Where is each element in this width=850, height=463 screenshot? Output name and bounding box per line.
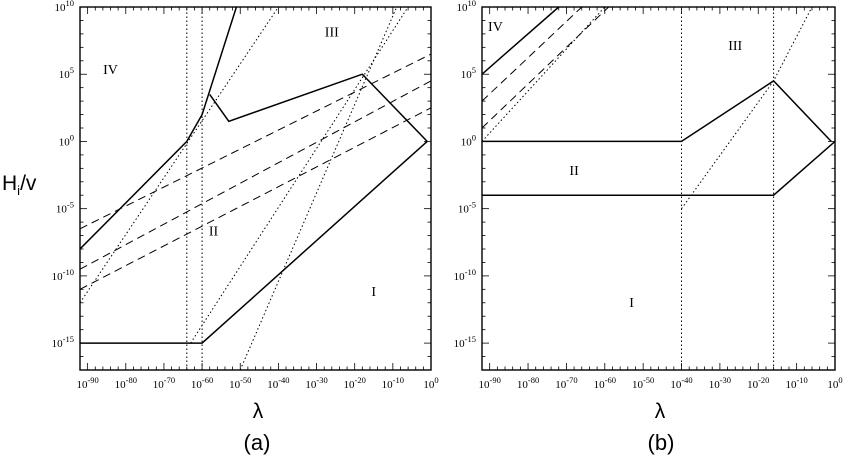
solid-curve	[209, 73, 428, 142]
x-axis-label: λ	[655, 400, 666, 423]
panel-a: 10-90 10-80 10-70 10-60 10-50 10-40 10-30 10-20…	[2, 0, 439, 455]
plot-frame	[79, 6, 432, 371]
x-tick-label: 10-30	[709, 375, 731, 391]
region-label: IV	[488, 20, 503, 35]
region-label: III	[728, 39, 742, 54]
x-tick-label: 10-90	[76, 375, 98, 391]
x-tick-label: 10-50	[229, 375, 251, 391]
panel-caption: (a)	[244, 430, 271, 455]
x-tick-label: 10-20	[344, 375, 366, 391]
x-tick-label: 10-60	[594, 375, 616, 391]
solid-curve	[482, 7, 560, 75]
solid-curve	[482, 79, 832, 143]
dotted-curve	[190, 7, 409, 344]
panel-b: 10-90 10-80 10-70 10-60 10-50 10-40 10-30 10-20…	[454, 0, 843, 455]
y-tick-label: 10-5	[458, 200, 476, 216]
x-tick-label: 10-40	[670, 375, 692, 391]
solid-curve	[80, 140, 428, 344]
solid-curve	[482, 140, 835, 196]
x-tick-label: 10-10	[382, 375, 404, 391]
solid-curve	[80, 7, 238, 250]
region-label: IV	[103, 63, 118, 78]
y-tick-label: 100	[59, 132, 74, 148]
y-tick-label: 1010	[457, 0, 477, 14]
x-tick-label: 10-70	[555, 375, 577, 391]
x-axis-label: λ	[253, 400, 264, 423]
x-tick-label: 10-20	[747, 375, 769, 391]
x-tick-label: 10-80	[517, 375, 539, 391]
x-tick-label: 10-60	[191, 375, 213, 391]
y-tick-label: 105	[59, 65, 74, 81]
dashed-curve	[80, 53, 431, 230]
x-tick-label: 10-30	[305, 375, 327, 391]
y-tick-label: 10-10	[454, 267, 476, 283]
region-label: III	[325, 26, 339, 41]
x-tick-label: 10-70	[153, 375, 175, 391]
x-tick-label: 100	[827, 375, 842, 391]
y-tick-label: 10-15	[454, 334, 476, 350]
dashed-curve	[482, 7, 609, 129]
region-label: II	[209, 225, 219, 240]
x-tick-label: 10-40	[267, 375, 289, 391]
x-tick-label: 100	[423, 375, 438, 391]
dotted-curve	[80, 7, 279, 304]
x-tick-label: 10-90	[479, 375, 501, 391]
dashed-curve	[80, 107, 431, 290]
x-tick-label: 10-10	[785, 375, 807, 391]
dashed-curve	[80, 80, 431, 270]
dotted-curve	[239, 7, 398, 370]
dashed-curve	[482, 7, 583, 102]
y-axis-label: Hi/v	[2, 172, 37, 198]
region-label: I	[629, 296, 634, 311]
y-tick-label: 105	[461, 65, 476, 81]
dotted-curve	[681, 7, 813, 209]
x-tick-label: 10-80	[115, 375, 137, 391]
region-label: I	[371, 285, 376, 300]
panel-caption: (b)	[648, 430, 675, 455]
y-tick-label: 10-10	[52, 267, 74, 283]
y-tick-label: 10-15	[52, 334, 74, 350]
y-tick-label: 1010	[55, 0, 75, 14]
y-tick-label: 100	[461, 132, 476, 148]
region-label: II	[569, 164, 579, 179]
y-tick-label: 10-5	[56, 200, 74, 216]
x-tick-label: 10-50	[632, 375, 654, 391]
